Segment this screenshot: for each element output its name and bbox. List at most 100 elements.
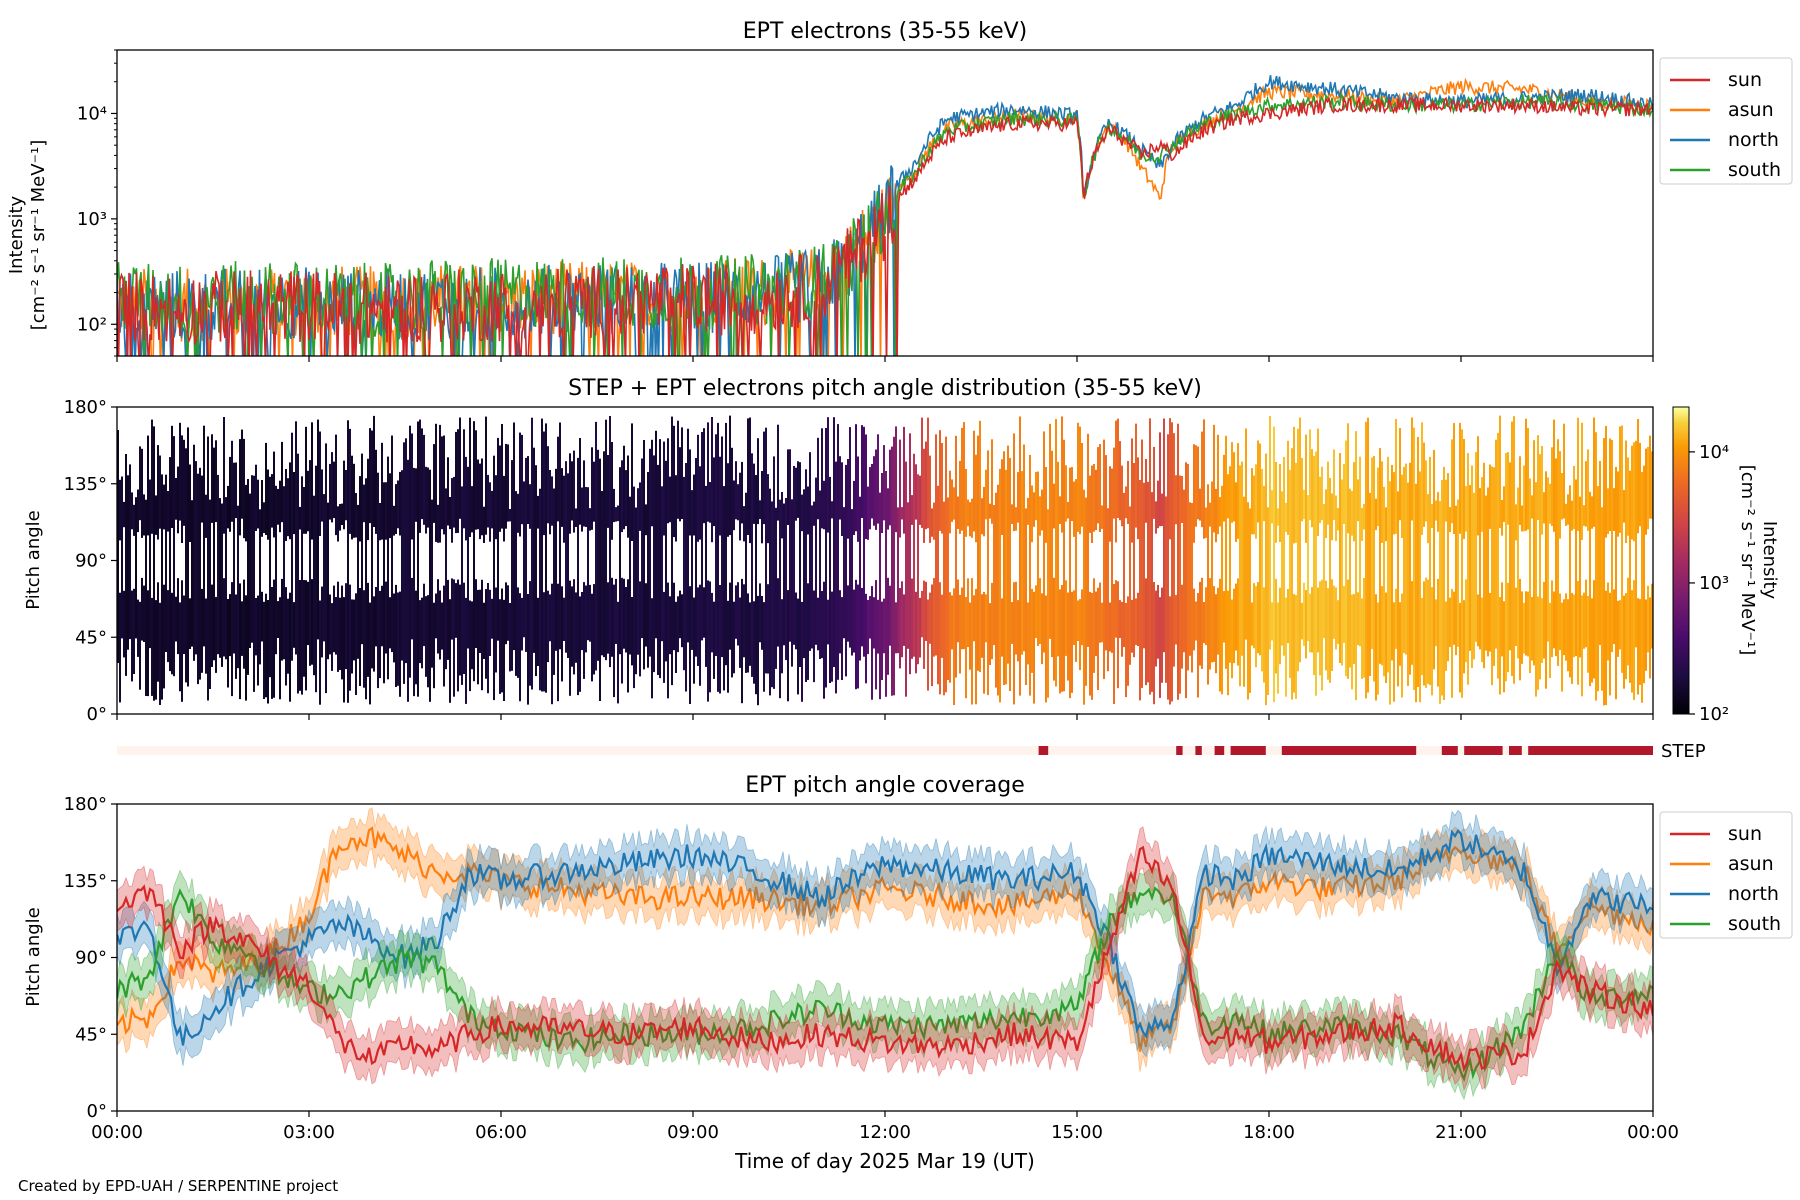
heatmap-cell <box>753 601 755 684</box>
heatmap-cell <box>569 580 571 696</box>
heatmap-cell <box>475 430 477 530</box>
heatmap-cell <box>183 595 185 654</box>
heatmap-cell <box>1225 435 1227 669</box>
heatmap-cell <box>337 581 339 672</box>
pitch-angle-coverage-panel: EPT pitch angle coverage 0° 45° 90° 135° 180… <box>23 773 1793 1173</box>
heatmap-cell <box>1461 429 1463 698</box>
heatmap-cell <box>947 497 949 680</box>
heatmap-cell <box>1635 440 1637 648</box>
heatmap-cell <box>447 579 449 660</box>
heatmap-cell <box>625 470 627 527</box>
heatmap-cell <box>509 603 511 672</box>
heatmap-cell <box>1649 597 1651 679</box>
heatmap-cell <box>1073 481 1075 537</box>
heatmap-cell <box>1261 469 1263 672</box>
heatmap-cell <box>581 592 583 651</box>
heatmap-cell <box>1043 431 1045 653</box>
heatmap-cell <box>1007 445 1009 664</box>
heatmap-cell <box>563 597 565 641</box>
heatmap-cell <box>691 490 693 650</box>
heatmap-cell <box>607 455 609 528</box>
heatmap-cell <box>733 601 735 674</box>
heatmap-cell <box>555 468 557 651</box>
heatmap-cell <box>971 578 973 705</box>
heatmap-cell <box>1509 462 1511 651</box>
heatmap-cell <box>1061 585 1063 692</box>
heatmap-cell <box>875 449 877 530</box>
step-active-intervals <box>1038 746 1653 755</box>
heatmap-cell <box>1645 448 1647 535</box>
heatmap-cell <box>819 490 821 659</box>
heatmap-cell <box>623 445 625 530</box>
heatmap-cell <box>1331 493 1333 541</box>
heatmap-cell <box>1601 507 1603 691</box>
heatmap-cell <box>1155 501 1157 534</box>
heatmap-cell <box>709 581 711 693</box>
heatmap-cell <box>1169 596 1171 705</box>
heatmap-cell <box>465 456 467 541</box>
heatmap-cell <box>1067 592 1069 681</box>
coverage-y-label: Pitch angle <box>23 907 44 1006</box>
heatmap-cell <box>1143 482 1145 649</box>
heatmap-cell <box>915 591 917 674</box>
heatmap-cell <box>137 489 139 533</box>
heatmap-cell <box>491 598 493 639</box>
heatmap-cell <box>1481 477 1483 532</box>
heatmap-cell <box>331 603 333 671</box>
heatmap-cell <box>1061 416 1063 533</box>
heatmap-cell <box>1201 577 1203 669</box>
heatmap-cell <box>449 599 451 703</box>
heatmap-cell <box>1463 600 1465 674</box>
heatmap-cell <box>1055 419 1057 687</box>
heatmap-cell <box>1013 582 1015 705</box>
heatmap-cell <box>483 506 485 543</box>
heatmap-cell <box>897 507 899 654</box>
heatmap-cell <box>1181 476 1183 523</box>
heatmap-cell <box>157 582 159 682</box>
heatmap-cell <box>1357 592 1359 646</box>
heatmap-cell <box>613 488 615 523</box>
heatmap-cell <box>1197 593 1199 698</box>
heatmap-cell <box>459 417 461 519</box>
heatmap-cell <box>495 475 497 540</box>
heatmap-cell <box>707 580 709 702</box>
heatmap-cell <box>1185 462 1187 699</box>
heatmap-cell <box>1157 480 1159 529</box>
heatmap-cell <box>797 598 799 695</box>
heatmap-cell <box>413 467 415 697</box>
heatmap-cell <box>453 579 455 697</box>
heatmap-cell <box>487 474 489 528</box>
heatmap-cell <box>1611 440 1613 653</box>
heatmap-cell <box>311 422 313 540</box>
heatmap-cell <box>879 492 881 700</box>
heatmap-cell <box>797 461 799 518</box>
heatmap-cell <box>507 585 509 641</box>
heatmap-cell <box>1649 435 1651 519</box>
heatmap-cell <box>565 461 567 653</box>
heatmap-cell <box>693 597 695 684</box>
heatmap-cell <box>489 482 491 542</box>
heatmap-cell <box>181 435 183 543</box>
heatmap-cell <box>1619 426 1621 533</box>
heatmap-cell <box>665 460 667 662</box>
heatmap-cell <box>553 488 555 675</box>
heatmap-cell <box>267 600 269 704</box>
heatmap-cell <box>575 508 577 527</box>
heatmap-cell <box>1207 484 1209 685</box>
heatmap-cell <box>1373 456 1375 682</box>
heatmap-cell <box>1651 451 1653 519</box>
heatmap-cell <box>1579 496 1581 658</box>
heatmap-cell <box>1339 453 1341 663</box>
heatmap-cell <box>463 429 465 529</box>
heatmap-cell <box>777 424 779 521</box>
heatmap-cell <box>1581 422 1583 540</box>
heatmap-cell <box>1585 461 1587 527</box>
coverage-line-asun <box>117 826 1653 1052</box>
heatmap-cell <box>1555 458 1557 657</box>
heatmap-cell <box>881 601 883 680</box>
heatmap-cell <box>279 480 281 533</box>
heatmap-cell <box>573 450 575 533</box>
heatmap-cell <box>541 418 543 692</box>
heatmap-cell <box>349 584 351 691</box>
heatmap-cell <box>695 458 697 657</box>
